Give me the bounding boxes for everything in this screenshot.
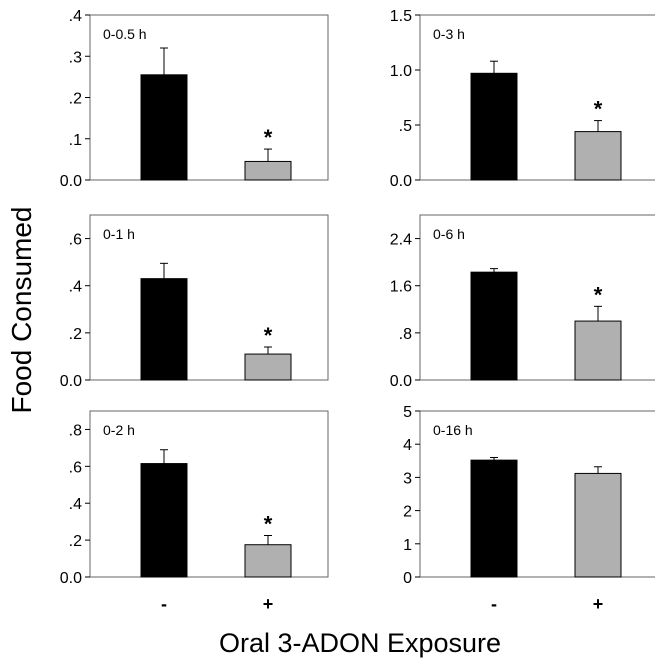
panel-2-bar-1: [470, 72, 518, 181]
panel-3-bar-1: [140, 278, 188, 381]
panel-3-ytick-label: 0.0: [60, 373, 82, 390]
panel-4-frame: [419, 214, 655, 381]
panel-4-bar-1: [470, 271, 518, 381]
panel-1-ytick-label: .2: [69, 91, 82, 108]
panel-6-title: 0-16 h: [433, 422, 473, 438]
panel-5-ytick-label: .8: [69, 422, 82, 439]
panel-2-frame: [419, 14, 655, 181]
panel-5-xtick-label-1: -: [161, 594, 167, 614]
panel-5-ytick-label: 0.0: [60, 570, 82, 587]
panel-1-significance-marker: *: [264, 125, 273, 150]
panel-3-significance-marker: *: [264, 323, 273, 348]
x-axis-label: Oral 3-ADON Exposure: [218, 628, 502, 658]
panel-5-xtick-label-2: +: [263, 594, 274, 614]
panel-4-bar-2: [574, 320, 622, 381]
panel-2-title: 0-3 h: [433, 26, 465, 42]
panel-6-ytick-label: 5: [403, 404, 412, 421]
panel-3-frame: [89, 214, 329, 381]
panel-1-bar-1: [140, 74, 188, 181]
panel-6-bar-2: [574, 472, 622, 578]
panel-3-title: 0-1 h: [103, 226, 135, 242]
panel-6-bar-1: [470, 459, 518, 578]
panel-5-significance-marker: *: [264, 512, 273, 537]
panel-6-ytick-label: 0: [403, 570, 412, 587]
panel-2-bar-2: [574, 131, 622, 181]
panel-5-bar-1: [140, 463, 188, 578]
panel-5-bar-2: [244, 544, 292, 578]
panel-6-ytick-label: 3: [403, 470, 412, 487]
panel-3-ytick-label: .4: [69, 279, 82, 296]
panel-3-ytick-label: .2: [69, 326, 82, 343]
panel-6-ytick-label: 4: [403, 437, 412, 454]
panel-6-ytick-label: 1: [403, 537, 412, 554]
panel-1-ytick-label: .4: [69, 8, 82, 25]
panel-1-ytick-label: 0.0: [60, 173, 82, 190]
panel-5-ytick-label: .2: [69, 533, 82, 550]
panel-4-title: 0-6 h: [433, 226, 465, 242]
panel-5-frame: [89, 410, 329, 578]
panel-6-xtick-label-1: -: [491, 594, 497, 614]
panel-2-ytick-label: 1.5: [390, 8, 412, 25]
panel-2-ytick-label: .5: [399, 118, 412, 135]
panel-5-ytick-label: .4: [69, 496, 82, 513]
panel-2-ytick-label: 0.0: [390, 173, 412, 190]
panel-4-ytick-label: 0.0: [390, 373, 412, 390]
panel-5-ytick-label: .6: [69, 459, 82, 476]
panel-1-ytick-label: .1: [69, 132, 82, 149]
panel-1-bar-2: [244, 160, 292, 181]
panel-4-significance-marker: *: [594, 282, 603, 307]
panel-1-title: 0-0.5 h: [103, 26, 147, 42]
panel-3-ytick-label: .6: [69, 232, 82, 249]
panel-6-frame: [419, 410, 655, 578]
panel-4-ytick-label: .8: [399, 326, 412, 343]
panel-1-ytick-label: .3: [69, 49, 82, 66]
panel-4-ytick-label: 2.4: [390, 232, 412, 249]
panel-6-ytick-label: 2: [403, 504, 412, 521]
panel-3-bar-2: [244, 353, 292, 381]
panel-6-xtick-label-2: +: [593, 594, 604, 614]
panel-4-ytick-label: 1.6: [390, 279, 412, 296]
panel-5-title: 0-2 h: [103, 422, 135, 438]
panel-2-significance-marker: *: [594, 97, 603, 122]
panel-2-ytick-label: 1.0: [390, 63, 412, 80]
